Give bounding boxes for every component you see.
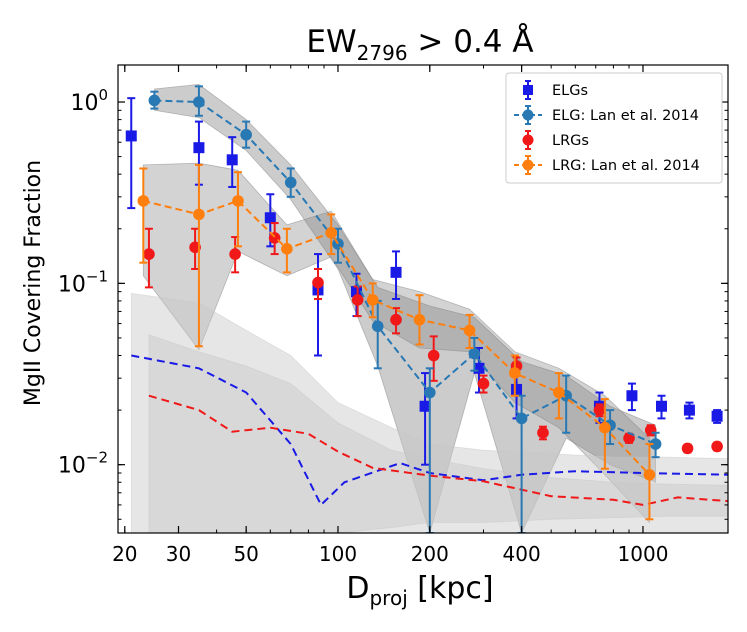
legend-item: LRGs (522, 130, 589, 150)
series-line-2 (154, 99, 656, 445)
data-point (312, 276, 324, 289)
data-point (423, 386, 436, 399)
y-tick-label: 100 (70, 86, 108, 116)
x-tick-label: 50 (233, 542, 258, 566)
data-point (148, 94, 161, 107)
y-tick-label: 10−2 (58, 449, 108, 479)
legend-item: LRG: Lan et al. 2014 (514, 155, 700, 175)
data-point (137, 195, 150, 207)
data-point (325, 227, 337, 239)
data-point (332, 238, 344, 250)
x-tick-label: 30 (166, 542, 191, 566)
data-point (711, 440, 723, 453)
data-point (515, 412, 528, 425)
data-point (281, 243, 293, 255)
data-point (232, 195, 244, 207)
data-point (229, 248, 241, 260)
x-tick-label: 1000 (618, 542, 669, 566)
title-subscript: 2796 (357, 41, 408, 65)
title-main: EW (306, 24, 356, 60)
legend-box (505, 72, 723, 184)
data-point (655, 400, 667, 412)
legend-label: LRG: Lan et al. 2014 (552, 158, 700, 174)
data-point (366, 294, 379, 306)
data-point (427, 349, 440, 362)
data-point (477, 377, 490, 390)
y-axis-label: MgII Covering Fraction (21, 160, 46, 406)
data-point (351, 294, 364, 306)
data-point (553, 386, 565, 399)
data-point (593, 404, 606, 416)
background-line-1 (148, 394, 728, 506)
legend-marker (522, 109, 534, 121)
series-3 (137, 163, 656, 521)
data-point (468, 347, 481, 360)
data-point (413, 313, 426, 326)
data-point (473, 362, 485, 374)
data-point (599, 421, 611, 434)
data-point (643, 468, 656, 481)
data-point (371, 320, 384, 333)
x-tick-label: 20 (112, 542, 137, 566)
data-point (463, 324, 476, 337)
legend-label: LRGs (552, 133, 589, 149)
data-point (226, 154, 238, 166)
data-point (649, 438, 662, 450)
data-point (193, 208, 205, 221)
xlabel-main: D (346, 571, 369, 606)
legend-item: ELG: Lan et al. 2014 (514, 105, 699, 125)
data-point (390, 266, 402, 278)
data-point (626, 390, 638, 402)
data-point (711, 410, 723, 422)
x-tick-label: 100 (319, 542, 357, 566)
band-1 (142, 162, 650, 524)
legend-item: ELGs (523, 80, 588, 100)
axis-ticks: 20 30 50 100 200 400 1000 100 10−1 10−2 (58, 65, 728, 566)
legend-marker (522, 159, 534, 171)
legend: ELGs ELG: Lan et al. 2014 LRGs LRG: Lan et … (505, 72, 723, 184)
xlabel-rest: [kpc] (408, 571, 494, 606)
band-0 (154, 83, 656, 533)
data-point (683, 404, 695, 416)
x-axis-label: Dproj [kpc] (346, 571, 493, 610)
legend-label: ELGs (552, 83, 588, 99)
x-tick-label: 400 (503, 542, 541, 566)
band-3 (148, 334, 728, 533)
series-line-3 (143, 199, 651, 476)
chart-title: EW2796 > 0.4 Å (306, 24, 533, 65)
data-point (193, 96, 205, 108)
plot-frame (117, 64, 729, 534)
data-point (511, 383, 523, 395)
data-point (509, 367, 521, 379)
background-line-0 (131, 354, 728, 507)
data-point (125, 130, 137, 142)
series-1 (143, 222, 723, 455)
xlabel-subscript: proj (369, 586, 407, 610)
data-point (143, 248, 155, 260)
data-point (264, 212, 276, 224)
uncertainty-bands (130, 83, 728, 533)
data-point (537, 426, 549, 439)
y-tick-label: 10−1 (58, 267, 108, 297)
data-point (193, 142, 205, 154)
band-2 (130, 292, 728, 533)
data-point (681, 442, 694, 455)
data-series (125, 85, 723, 533)
background-lines (131, 354, 728, 507)
data-point (350, 286, 362, 298)
data-point (240, 128, 252, 141)
legend-label: ELG: Lan et al. 2014 (552, 108, 699, 124)
legend-marker (522, 134, 534, 146)
data-point (284, 176, 297, 189)
data-point (390, 313, 402, 326)
legend-marker (523, 85, 533, 95)
title-rest: > 0.4 Å (408, 24, 534, 60)
data-point (419, 400, 431, 412)
x-tick-label: 200 (411, 542, 449, 566)
